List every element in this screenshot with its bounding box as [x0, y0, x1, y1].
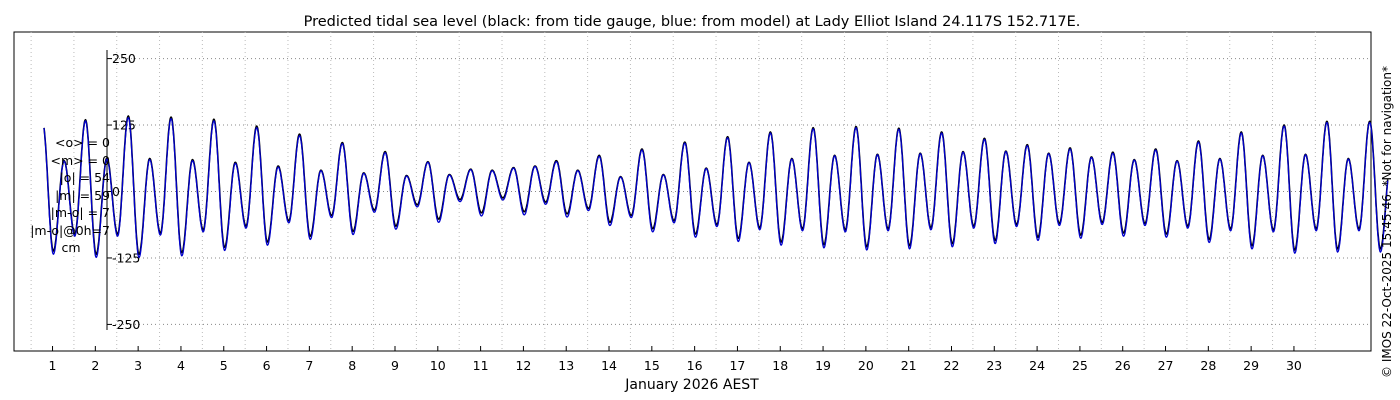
y-tick-label: -125	[112, 250, 140, 265]
series-line-model	[43, 116, 1389, 259]
x-tick-label: 3	[134, 358, 142, 373]
x-tick-label: 4	[177, 358, 185, 373]
x-tick-label: 14	[601, 358, 617, 373]
y-tick-label: 250	[112, 51, 136, 66]
plot-frame	[13, 31, 1372, 352]
y-tick-label: -250	[112, 317, 140, 332]
x-tick-label: 13	[558, 358, 574, 373]
x-tick-label: 29	[1243, 358, 1259, 373]
x-tick-label: 16	[687, 358, 703, 373]
x-tick-label: 11	[473, 358, 489, 373]
x-tick-label: 1	[49, 358, 57, 373]
y-tick-label: 0	[112, 184, 120, 199]
x-tick-label: 25	[1072, 358, 1088, 373]
x-tick-label: 9	[391, 358, 399, 373]
x-axis-ticks: 1 2 3 4 5 6 7 8 9 10 11 12 13 14 15 16 17 18 19 20 21 22 23 24 2…	[49, 346, 1302, 373]
x-tick-label: 19	[815, 358, 831, 373]
x-tick-label: 28	[1200, 358, 1216, 373]
stat-units: cm	[61, 240, 81, 255]
stats-panel: <o> = 0 <m> = 0 |o| = 54 |m| = 59 |m-o| …	[14, 134, 110, 257]
stat-mean-model: <m> = 0	[50, 152, 111, 168]
x-tick-label: 5	[220, 358, 228, 373]
x-tick-label: 21	[901, 358, 917, 373]
chart-title: Predicted tidal sea level (black: from t…	[304, 14, 1081, 30]
x-tick-label: 6	[263, 358, 271, 373]
x-tick-label: 23	[986, 358, 1002, 373]
x-tick-label: 8	[348, 358, 356, 373]
x-tick-label: 17	[729, 358, 745, 373]
stat-abs-model: |m| = 59	[55, 187, 110, 203]
x-tick-label: 2	[91, 358, 99, 373]
stat-diff-0h: |m-o|@0h=7	[30, 222, 110, 238]
stat-abs-diff: |m-o| = 7	[50, 205, 110, 220]
copyright-note: © IMOS 22-Oct-2025 15:45:46. *Not for na…	[1380, 66, 1394, 378]
x-tick-label: 20	[858, 358, 874, 373]
x-tick-label: 12	[515, 358, 531, 373]
stat-abs-obs: |o| = 54	[59, 170, 110, 185]
x-tick-label: 7	[305, 358, 313, 373]
stat-mean-obs: <o> = 0	[55, 135, 110, 150]
x-tick-label: 24	[1029, 358, 1045, 373]
x-axis-label: January 2026 AEST	[624, 377, 759, 393]
x-tick-label: 18	[772, 358, 788, 373]
x-tick-label: 15	[644, 358, 660, 373]
grid	[30, 32, 1371, 351]
series-layer	[43, 115, 1389, 259]
x-tick-label: 26	[1115, 358, 1131, 373]
x-tick-label: 22	[944, 358, 960, 373]
x-tick-label: 10	[430, 358, 446, 373]
x-tick-label: 27	[1158, 358, 1174, 373]
y-tick-label: 125	[112, 118, 136, 133]
x-tick-label: 30	[1286, 358, 1302, 373]
